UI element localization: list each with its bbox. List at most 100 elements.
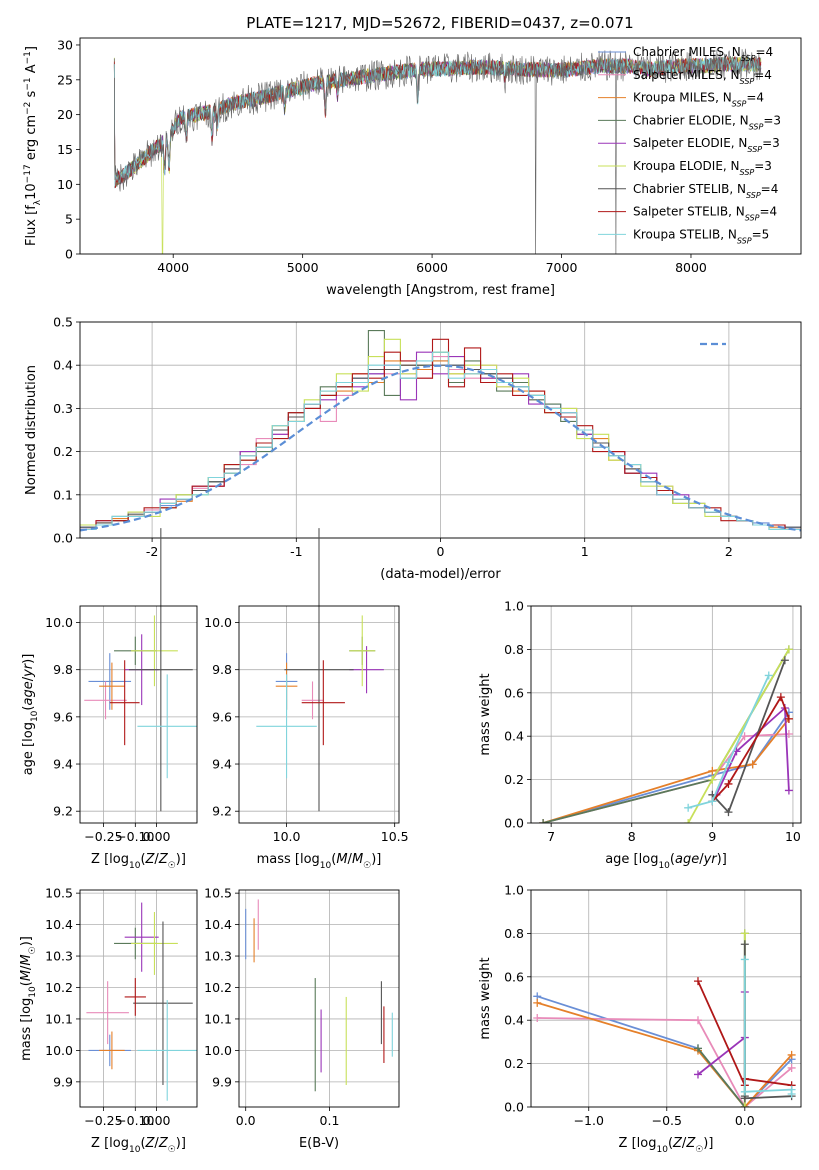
weight-marker <box>533 998 542 1007</box>
weight-marker <box>708 775 717 784</box>
y-tick-label: 0.2 <box>504 772 524 787</box>
y-axis-label: Flux [fλ10−17 erg cm−2 s−1 A−1] <box>23 46 43 246</box>
model-spectrum-5 <box>113 56 762 254</box>
y-tick-label: 0 <box>65 247 73 262</box>
y-tick-label: 9.2 <box>53 804 73 819</box>
errorbar-point-5 <box>131 615 178 687</box>
errorbar-point-5 <box>131 912 178 975</box>
chart-age-vs-z: −0.25−0.100.00 9.2 9.4 9.6 9.8 10.0 Z [log10(Z… <box>21 528 198 871</box>
axes-frame <box>79 321 802 539</box>
axes-frame <box>530 889 802 1108</box>
errorbar-point-6 <box>128 528 193 812</box>
errorbar-point-1 <box>86 981 129 1045</box>
errorbar-point-8 <box>256 674 317 779</box>
errorbar-point-6 <box>284 528 354 812</box>
weight-line-4 <box>697 992 746 1079</box>
weight-marker <box>740 1087 749 1096</box>
errorbar-point-4 <box>124 902 159 972</box>
y-tick-label: 0.3 <box>53 401 73 416</box>
errorbar-point-2 <box>99 662 125 710</box>
weight-line-2 <box>542 718 790 823</box>
x-tick-label: 8000 <box>675 260 707 275</box>
weight-marker <box>740 732 749 741</box>
y-tick-label: 10.1 <box>204 1011 232 1026</box>
y-tick-label: 10.1 <box>45 1011 73 1026</box>
axes-frame <box>530 605 802 824</box>
y-tick-label: 9.2 <box>212 804 232 819</box>
x-axis-label: mass [log10(M/M☉)] <box>257 852 382 871</box>
errorbar-point-7 <box>109 660 140 746</box>
weight-marker <box>740 1103 749 1107</box>
axes-frame <box>79 605 198 824</box>
weight-marker <box>784 786 793 795</box>
x-tick-label: 0 <box>437 544 445 559</box>
errorbar-point-4 <box>349 646 384 694</box>
x-axis-label: E(B-V) <box>299 1136 339 1151</box>
legend-label: Salpeter STELIB, NSSP=4 <box>633 205 777 223</box>
errorbar-point-7 <box>301 660 345 746</box>
weight-marker <box>740 929 749 938</box>
y-tick-label: 0.4 <box>504 729 524 744</box>
legend-label: Salpeter ELODIE, NSSP=3 <box>633 136 780 154</box>
y-tick-label: 0.6 <box>504 685 524 700</box>
legend-label: Chabrier ELODIE, NSSP=3 <box>633 113 781 130</box>
weight-marker <box>708 797 717 806</box>
x-axis-label: Z [log10(Z/Z☉)] <box>91 852 186 871</box>
weight-line-6 <box>743 944 792 1100</box>
y-axis-label: age [log10(age/yr)] <box>21 654 40 776</box>
y-tick-label: 10.5 <box>204 886 232 901</box>
y-tick-label: 1.0 <box>504 883 524 898</box>
x-tick-label: -2 <box>146 544 158 559</box>
weight-marker <box>533 1014 542 1023</box>
x-tick-label: 10.5 <box>381 829 409 844</box>
weight-marker <box>780 656 789 665</box>
y-tick-label: 0.2 <box>53 444 73 459</box>
y-axis-label: mass weight <box>478 957 493 1039</box>
x-tick-label: 10 <box>785 829 801 844</box>
x-tick-label: 8 <box>628 829 636 844</box>
weight-marker <box>724 779 733 788</box>
y-tick-label: 0.2 <box>504 1056 524 1071</box>
weight-marker <box>740 940 749 949</box>
legend-label: Kroupa ELODIE, NSSP=3 <box>633 159 772 177</box>
y-tick-label: 0.0 <box>504 1100 524 1115</box>
x-tick-label: −0.25 <box>84 829 122 844</box>
y-tick-label: 10.4 <box>204 917 232 932</box>
weight-marker <box>693 1016 702 1025</box>
weight-marker <box>724 758 733 767</box>
x-tick-label: 5000 <box>287 260 319 275</box>
y-tick-label: 0.0 <box>504 816 524 831</box>
y-tick-label: 25 <box>57 72 73 87</box>
weight-line-1 <box>537 1017 793 1107</box>
x-tick-label: 7000 <box>546 260 578 275</box>
y-tick-label: 9.8 <box>53 662 73 677</box>
chart-residuals: -2 -1 0 1 2 0.0 0.1 0.2 0.3 0.4 0.5 (data-model)/er… <box>24 315 802 582</box>
x-axis-label: Z [log10(Z/Z☉)] <box>91 1136 186 1155</box>
axes-frame <box>79 889 198 1108</box>
chart-weight-vs-age: 7 8 9 10 0.0 0.2 0.4 0.6 0.8 1.0 age [log10(age/yr… <box>478 599 802 871</box>
weight-marker <box>740 955 749 964</box>
x-tick-label: −0.5 <box>652 1113 682 1128</box>
y-tick-label: 0.1 <box>53 487 73 502</box>
y-tick-label: 10.3 <box>204 949 232 964</box>
weight-marker <box>776 693 785 702</box>
weight-marker <box>693 977 702 986</box>
weight-marker <box>693 1070 702 1079</box>
y-tick-label: 10.2 <box>204 980 232 995</box>
weight-marker <box>784 714 793 723</box>
y-tick-label: 0.4 <box>53 358 73 373</box>
y-tick-label: 20 <box>57 107 73 122</box>
weight-marker <box>784 645 793 654</box>
errorbar-point-6 <box>133 921 193 1085</box>
y-tick-label: 10.0 <box>204 615 232 630</box>
x-tick-label: 4000 <box>157 260 189 275</box>
x-tick-label: 0.1 <box>320 1113 340 1128</box>
chart-mass-vs-z: −0.25−0.100.00 9.9 10.0 10.1 10.2 10.3 10.4 10.… <box>19 886 198 1155</box>
legend-label: Chabrier MILES, NSSP=4 <box>633 45 773 63</box>
legend-label: Kroupa STELIB, NSSP=5 <box>633 227 769 245</box>
errorbar-point-8 <box>137 674 197 779</box>
weight-marker <box>693 1044 702 1053</box>
x-tick-label: 10.0 <box>273 829 301 844</box>
errorbar-point-5 <box>349 615 376 687</box>
